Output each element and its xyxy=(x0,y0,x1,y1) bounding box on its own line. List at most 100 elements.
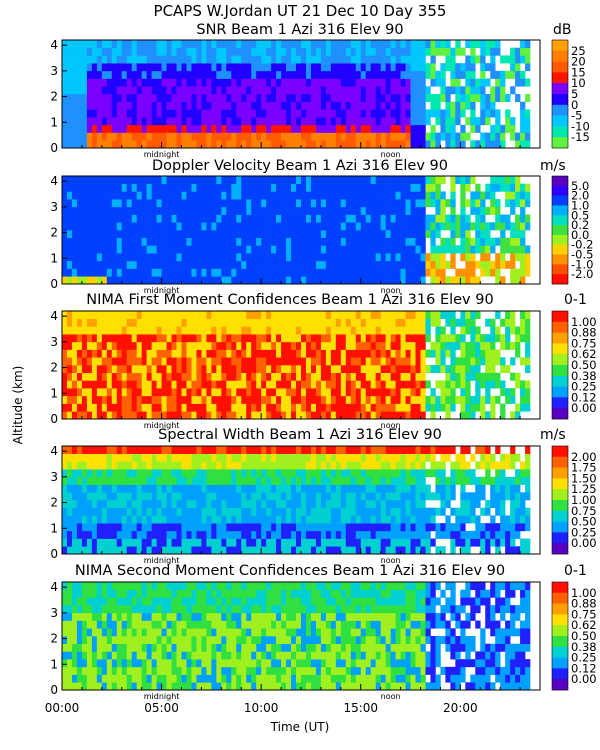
heatmap-cell xyxy=(221,109,227,118)
heatmap-cell xyxy=(370,523,376,532)
heatmap-cell xyxy=(320,538,327,547)
heatmap-cell xyxy=(81,176,88,185)
heatmap-cell xyxy=(515,245,521,254)
heatmap-cell xyxy=(410,492,416,501)
heatmap-cell xyxy=(430,411,436,420)
heatmap-cell xyxy=(66,515,73,524)
heatmap-cell xyxy=(345,388,352,397)
heatmap-cell xyxy=(385,47,391,56)
heatmap-cell xyxy=(81,380,88,389)
heatmap-cell xyxy=(176,191,182,200)
heatmap-cell xyxy=(405,492,411,501)
heatmap-cell xyxy=(146,446,152,455)
heatmap-cell xyxy=(415,461,421,470)
heatmap-cell xyxy=(251,245,257,254)
heatmap-cell xyxy=(126,260,133,269)
heatmap-cell xyxy=(281,260,287,269)
heatmap-cell xyxy=(221,395,227,404)
heatmap-cell xyxy=(171,453,177,462)
heatmap-cell xyxy=(510,117,516,126)
heatmap-cell xyxy=(410,124,416,133)
heatmap-cell xyxy=(251,500,257,509)
heatmap-cell xyxy=(251,63,257,72)
heatmap-cell xyxy=(146,326,152,335)
heatmap-cell xyxy=(440,357,446,366)
heatmap-cell xyxy=(296,311,302,320)
heatmap-cell xyxy=(296,461,302,470)
heatmap-cell xyxy=(221,86,227,95)
heatmap-cell xyxy=(236,446,242,455)
heatmap-cell xyxy=(305,40,312,49)
heatmap-cell xyxy=(266,469,272,478)
heatmap-cell xyxy=(136,476,142,485)
heatmap-cell xyxy=(525,357,531,366)
heatmap-cell xyxy=(146,311,152,320)
heatmap-cell xyxy=(211,86,217,95)
heatmap-cell xyxy=(106,326,113,335)
heatmap-cell xyxy=(360,245,367,254)
heatmap-cell xyxy=(405,311,411,320)
heatmap-cell xyxy=(415,183,421,192)
heatmap-cell xyxy=(261,357,267,366)
heatmap-cell xyxy=(305,469,312,478)
heatmap-cell xyxy=(345,461,352,470)
heatmap-cell xyxy=(325,411,332,420)
heatmap-cell xyxy=(325,476,332,485)
heatmap-cell xyxy=(126,78,133,87)
heatmap-cell xyxy=(375,55,381,64)
heatmap-cell xyxy=(136,469,142,478)
heatmap-cell xyxy=(141,469,147,478)
heatmap-cell xyxy=(315,237,322,246)
heatmap-cell xyxy=(196,47,202,56)
heatmap-cell xyxy=(201,500,207,509)
heatmap-cell xyxy=(291,395,297,404)
heatmap-cell xyxy=(320,372,327,381)
heatmap-cell xyxy=(191,403,197,412)
heatmap-cell xyxy=(385,546,391,555)
heatmap-cell xyxy=(281,70,287,79)
heatmap-cell xyxy=(126,523,133,532)
heatmap-cell xyxy=(71,476,78,485)
heatmap-cell xyxy=(380,199,386,208)
heatmap-cell xyxy=(380,411,386,420)
heatmap-cell xyxy=(186,476,192,485)
heatmap-cell xyxy=(276,311,282,320)
heatmap-cell xyxy=(370,109,376,118)
heatmap-cell xyxy=(181,206,187,215)
heatmap-cell xyxy=(286,140,292,149)
heatmap-cell xyxy=(365,199,372,208)
heatmap-cell xyxy=(485,222,491,231)
heatmap-cell xyxy=(251,469,257,478)
heatmap-cell xyxy=(395,530,401,539)
heatmap-cell xyxy=(176,253,182,262)
heatmap-cell xyxy=(370,191,376,200)
heatmap-cell xyxy=(515,70,521,79)
heatmap-cell xyxy=(330,357,337,366)
heatmap-cell xyxy=(430,311,436,320)
heatmap-cell xyxy=(66,395,73,404)
heatmap-cell xyxy=(515,230,521,239)
heatmap-cell xyxy=(350,260,357,269)
heatmap-cell xyxy=(420,140,426,149)
heatmap-cell xyxy=(81,132,88,141)
heatmap-cell xyxy=(111,453,118,462)
heatmap-cell xyxy=(475,237,481,246)
heatmap-cell xyxy=(206,109,212,118)
heatmap-cell xyxy=(310,78,317,87)
heatmap-cell xyxy=(286,260,292,269)
heatmap-cell xyxy=(181,276,187,285)
heatmap-cell xyxy=(62,176,68,185)
heatmap-cell xyxy=(305,492,312,501)
heatmap-cell xyxy=(495,140,501,149)
heatmap-cell xyxy=(261,214,267,223)
heatmap-cell xyxy=(360,78,367,87)
heatmap-cell xyxy=(216,176,222,185)
heatmap-cell xyxy=(171,109,177,118)
heatmap-cell xyxy=(420,484,426,493)
heatmap-cell xyxy=(390,395,396,404)
heatmap-cell xyxy=(261,253,267,262)
heatmap-cell xyxy=(141,365,147,374)
heatmap-cell xyxy=(305,357,312,366)
heatmap-cell xyxy=(395,515,401,524)
heatmap-cell xyxy=(236,484,242,493)
